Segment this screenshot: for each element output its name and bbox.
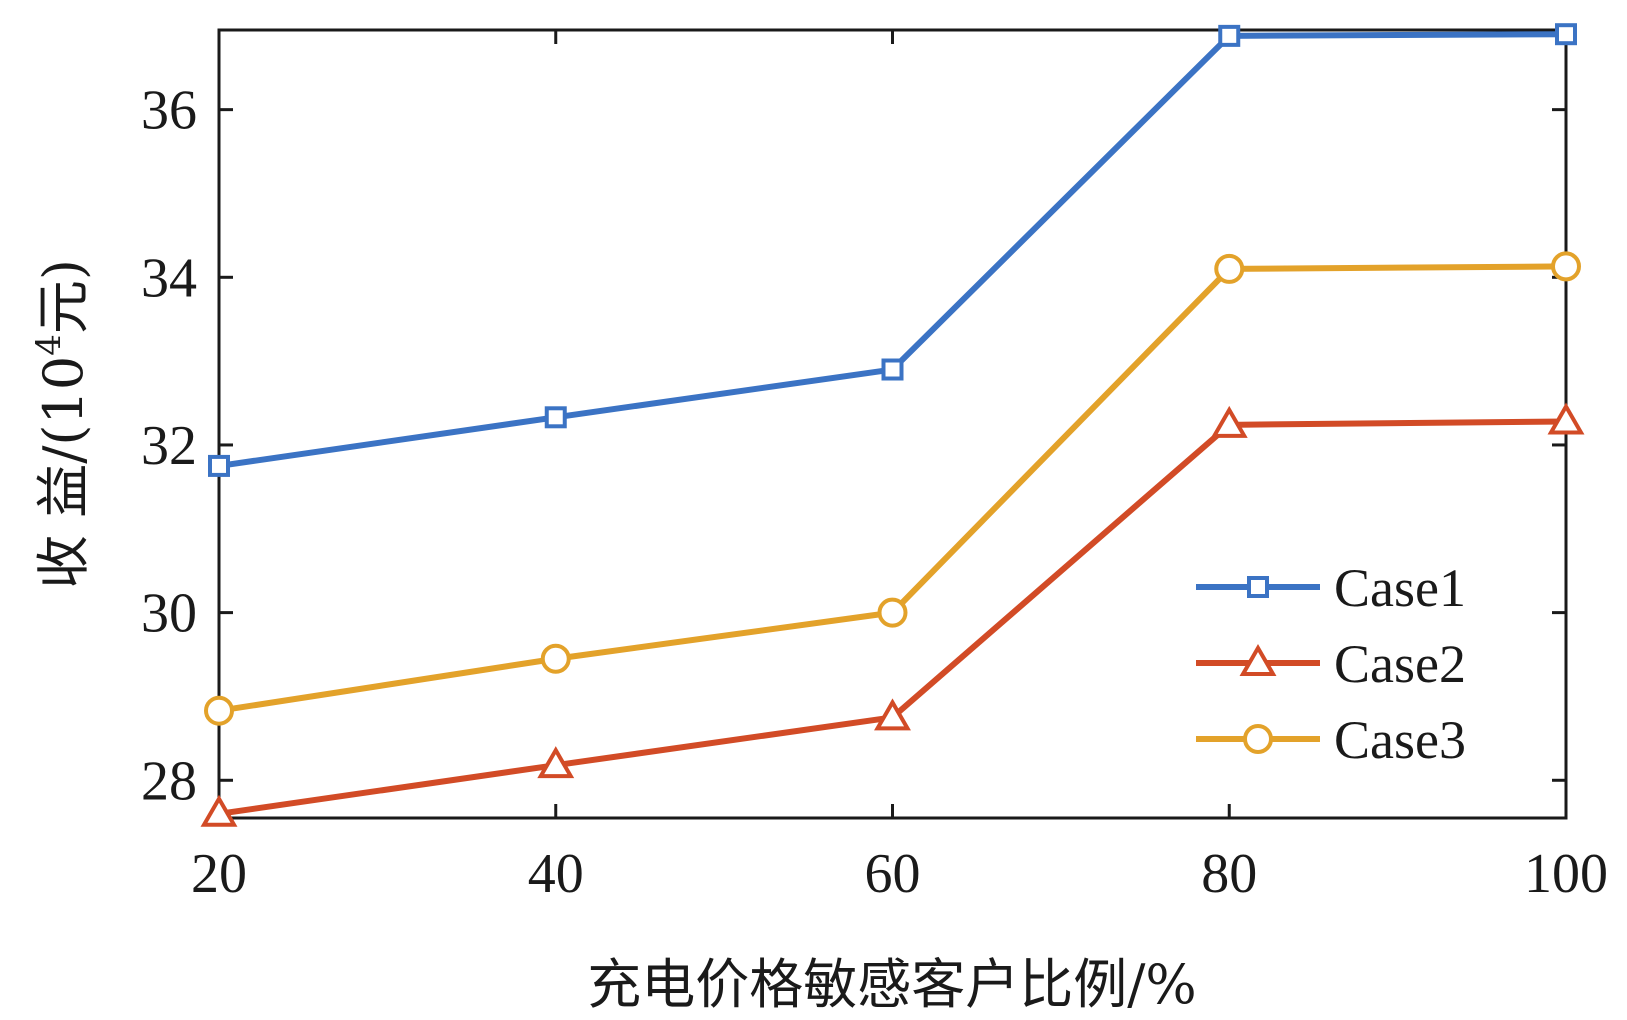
data-point-marker: [877, 597, 908, 628]
data-point-marker: [1218, 24, 1241, 47]
y-axis-title-prefix: 收 益/(10: [32, 356, 95, 589]
data-point-marker: [1547, 402, 1585, 435]
x-tick-label: 40: [528, 843, 584, 905]
x-tick-label: 20: [191, 843, 247, 905]
data-point-marker: [208, 454, 230, 477]
data-point-marker: [1555, 23, 1577, 46]
series-2: [200, 402, 1585, 827]
legend-swatch-marker: [1239, 643, 1277, 676]
series-line: [218, 31, 1567, 469]
y-axis-title-suffix: 元): [32, 259, 95, 334]
data-point-marker: [1210, 405, 1248, 438]
data-point-marker: [200, 794, 238, 827]
legend-item: Case2: [1196, 634, 1466, 694]
data-point-marker: [544, 406, 567, 429]
legend-label: Case2: [1334, 634, 1466, 694]
legend-swatch-marker: [1247, 576, 1269, 598]
x-axis-title: 充电价格敏感客户比例/%: [587, 953, 1197, 1016]
data-point-marker: [874, 698, 911, 731]
data-point-marker: [1214, 253, 1245, 284]
series-1: [208, 23, 1577, 477]
x-tick-label: 100: [1524, 843, 1608, 905]
legend-label: Case3: [1334, 710, 1466, 770]
data-point-marker: [204, 695, 234, 726]
legend-item: Case1: [1196, 558, 1466, 618]
series-layer: [200, 23, 1585, 827]
axis-ticks: 20 40 60 80 100 28 30 32 34 36: [141, 30, 1608, 905]
y-tick-label: 34: [141, 247, 197, 309]
legend-swatch-marker: [1243, 724, 1273, 754]
y-tick-label: 36: [141, 80, 197, 142]
data-point-marker: [1551, 251, 1581, 282]
data-point-marker: [881, 358, 904, 381]
y-tick-label: 32: [141, 415, 197, 477]
x-tick-label: 60: [865, 843, 921, 905]
y-tick-label: 30: [141, 583, 197, 645]
legend: Case1 Case2 Case3: [1196, 558, 1466, 770]
y-axis-title: 收 益/(104元): [29, 259, 95, 589]
x-tick-label: 80: [1201, 843, 1257, 905]
y-tick-label: 28: [141, 750, 197, 812]
series-3: [204, 251, 1581, 726]
y-axis-title-exponent: 4: [29, 334, 69, 356]
data-point-marker: [540, 643, 571, 674]
legend-label: Case1: [1334, 558, 1466, 618]
legend-item: Case3: [1196, 710, 1466, 770]
data-point-marker: [537, 746, 575, 779]
